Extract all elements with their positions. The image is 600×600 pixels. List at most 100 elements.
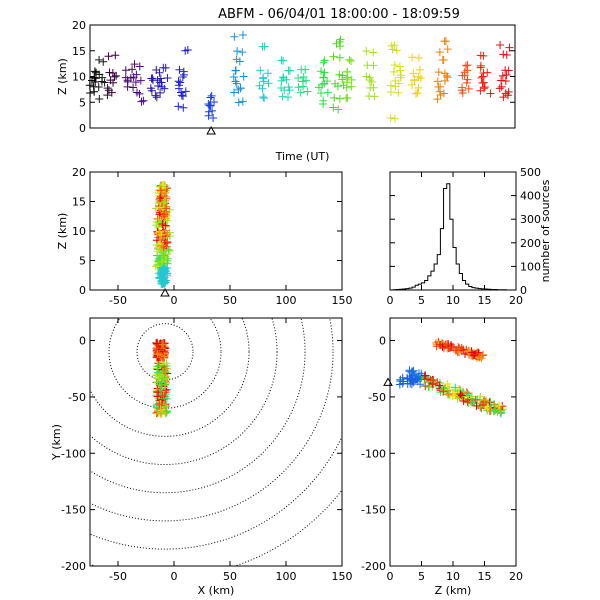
time-height-source [346, 56, 355, 65]
time-height-source [234, 98, 243, 107]
time-height-source [319, 58, 328, 67]
time-height-source [414, 83, 423, 92]
time-height-source [369, 48, 378, 57]
y-tick-label: 10 [72, 71, 86, 84]
time-height-source [369, 83, 378, 92]
time-height-source [99, 57, 108, 66]
time-height-source [463, 75, 472, 84]
histogram-y-label: number of sources [539, 179, 552, 282]
time-height-source [362, 72, 371, 81]
time-height-source [416, 74, 425, 83]
time-height-source [329, 103, 338, 112]
time-height-source [100, 78, 109, 87]
x-height-ticks: -50 0 50 100 150 0 5 10 15 20 [72, 166, 353, 307]
time-height-source [231, 66, 240, 75]
time-height-source [207, 91, 216, 100]
time-height-source [389, 67, 398, 76]
time-height-source [157, 78, 166, 87]
x-height-source [158, 219, 167, 228]
time-height-source [139, 96, 148, 105]
time-height-source [296, 88, 305, 97]
time-height-source [108, 69, 117, 78]
time-height-source [233, 47, 242, 56]
y-tick-label: -50 [368, 391, 386, 404]
time-height-source [365, 73, 374, 82]
plan-view-source [152, 364, 161, 373]
time-height-source [462, 78, 471, 87]
y-tick-label: 300 [520, 213, 541, 226]
time-height-source [86, 89, 95, 98]
time-height-source [441, 37, 450, 46]
time-height-source [137, 97, 146, 106]
time-height-source [103, 84, 112, 93]
plan-view-panel: -50 0 50 100 150 -200 -150 -100 -50 0 X (km) Y (k… [50, 317, 393, 597]
time-height-source [496, 41, 505, 50]
time-height-source [497, 82, 506, 91]
plan-y-label: Y (km) [50, 424, 63, 461]
time-height-source [175, 84, 184, 93]
time-height-source [174, 102, 183, 111]
x-height-marks [151, 180, 175, 297]
time-height-source [362, 46, 371, 55]
height-y-source [438, 342, 447, 351]
time-height-source [335, 70, 344, 79]
time-height-source [498, 71, 507, 80]
plan-view-source [154, 369, 163, 378]
y-tick-label: -100 [361, 447, 386, 460]
y-tick-label: -150 [61, 504, 86, 517]
time-height-source [131, 78, 140, 87]
height-y-source [396, 375, 405, 384]
time-height-source [90, 67, 99, 76]
y-tick-label: 500 [520, 166, 541, 179]
time-height-source [386, 113, 395, 122]
time-height-source [394, 79, 403, 88]
plan-view-source [158, 340, 167, 349]
time-height-source [409, 69, 418, 78]
plan-view-source [156, 409, 165, 418]
time-height-source [407, 80, 416, 89]
plan-view-source [162, 374, 171, 383]
height-y-source [433, 378, 442, 387]
range-ring [90, 318, 250, 437]
height-y-source [435, 381, 444, 390]
time-height-source [502, 51, 511, 60]
time-height-source [283, 93, 292, 102]
time-height-source [323, 88, 332, 97]
height-y-panel: 0 5 10 15 20 -200 -150 -100 -50 0 Z (km) [361, 317, 523, 597]
y-tick-label: 15 [72, 196, 86, 209]
height-y-x-label: Z (km) [435, 584, 472, 597]
plan-view-source [162, 394, 171, 403]
plan-view-source [162, 364, 171, 373]
time-height-source [329, 52, 338, 61]
time-height-source [238, 97, 247, 106]
time-height-source [95, 94, 104, 103]
x-height-source [155, 195, 164, 204]
time-height-source [278, 92, 287, 101]
x-height-source [157, 258, 166, 267]
time-height-panel: 1800180118021803180418051806180718081809… [56, 19, 516, 163]
time-height-source [504, 66, 513, 75]
time-height-source [436, 91, 445, 100]
height-y-source [486, 397, 495, 406]
x-tick-label: 0 [387, 570, 394, 583]
x-tick-label: -50 [109, 570, 127, 583]
time-height-source [331, 79, 340, 88]
time-height-source [109, 78, 118, 87]
time-height-source [179, 67, 188, 76]
time-height-source [439, 55, 448, 64]
x-height-source [163, 237, 172, 246]
x-tick-label: -50 [109, 294, 127, 307]
time-height-source [294, 83, 303, 92]
plan-view-source [160, 352, 169, 361]
time-height-source [502, 70, 511, 79]
time-height-source [130, 60, 139, 69]
height-y-source [403, 379, 412, 388]
x-tick-label: 150 [332, 570, 353, 583]
height-y-ticks: 0 5 10 15 20 -200 -150 -100 -50 0 [361, 318, 523, 583]
time-height-source [110, 72, 119, 81]
time-height-source [317, 67, 326, 76]
time-height-source [284, 83, 293, 92]
y-tick-label: 15 [72, 45, 86, 58]
plan-view-source [160, 381, 169, 390]
x-tick-label: 100 [276, 570, 297, 583]
